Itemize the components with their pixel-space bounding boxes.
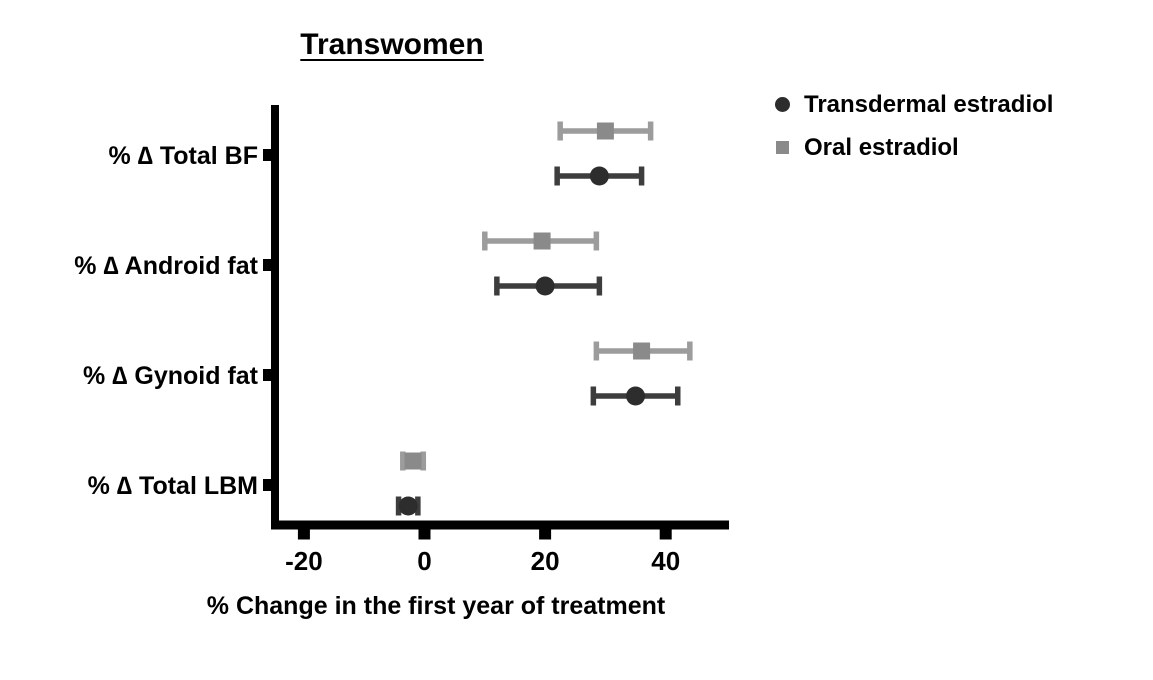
data-point-square bbox=[633, 342, 651, 360]
y-axis-category-label: % ∆ Gynoid fat bbox=[83, 362, 259, 390]
y-axis-tick bbox=[263, 479, 271, 491]
legend-label-oral: Oral estradiol bbox=[804, 133, 959, 161]
x-axis-tick-label: 40 bbox=[651, 546, 680, 576]
x-axis-tick-label: 20 bbox=[531, 546, 560, 576]
x-axis-tick bbox=[418, 520, 431, 540]
data-point-circle bbox=[535, 276, 555, 296]
legend-item-oral-estradiol: Oral estradiol bbox=[773, 131, 1053, 164]
data-point-square bbox=[596, 122, 614, 140]
legend-marker-oral bbox=[775, 141, 789, 154]
legend-item-transdermal-estradiol: Transdermal estradiol bbox=[773, 88, 1053, 121]
y-axis-category-label: % ∆ Total BF bbox=[108, 142, 258, 170]
x-axis-title: % Change in the first year of treatment bbox=[206, 592, 666, 620]
data-point-circle bbox=[589, 166, 609, 186]
data-point-circle bbox=[398, 496, 418, 516]
x-axis-tick-label: 0 bbox=[417, 546, 431, 576]
data-point-square bbox=[404, 452, 422, 470]
x-axis-tick bbox=[539, 520, 552, 540]
data-point-square bbox=[533, 232, 551, 250]
circle-marker-icon bbox=[773, 97, 791, 112]
x-axis-tick-label: -20 bbox=[285, 546, 323, 576]
x-axis-tick bbox=[659, 520, 672, 540]
data-point-circle bbox=[626, 386, 646, 406]
legend: Transdermal estradiol Oral estradiol bbox=[773, 88, 1053, 164]
y-axis-tick bbox=[263, 149, 271, 161]
chart-title: Transwomen bbox=[300, 28, 484, 61]
y-axis-line bbox=[271, 105, 279, 530]
square-marker-icon bbox=[773, 141, 791, 154]
legend-marker-transdermal bbox=[774, 97, 790, 112]
y-axis-tick bbox=[263, 369, 271, 381]
x-axis-line bbox=[271, 520, 730, 530]
y-axis-category-label: % ∆ Total LBM bbox=[88, 472, 258, 500]
x-axis-tick bbox=[297, 520, 310, 540]
y-axis-tick bbox=[263, 259, 271, 271]
y-axis-category-label: % ∆ Android fat bbox=[74, 252, 258, 280]
legend-label-transdermal: Transdermal estradiol bbox=[804, 90, 1054, 118]
